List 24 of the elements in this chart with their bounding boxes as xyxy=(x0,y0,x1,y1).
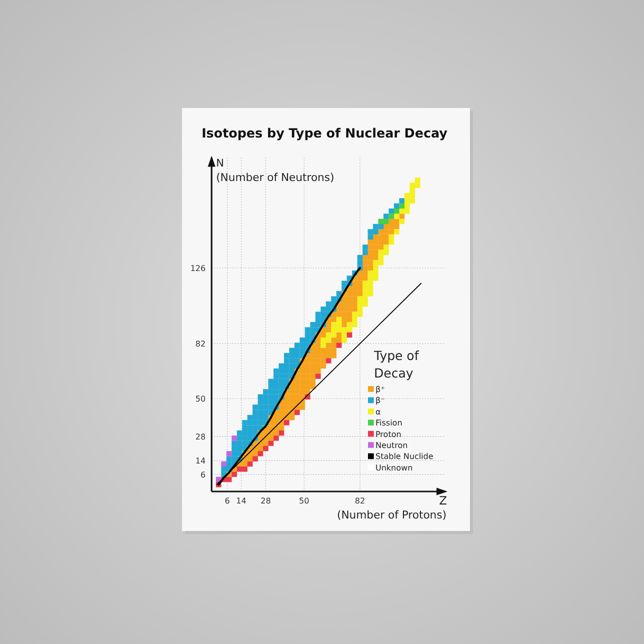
y-tick-label: 126 xyxy=(190,264,206,273)
y-axis-title: N (Number of Neutrons) xyxy=(216,157,334,184)
y-tick-label: 6 xyxy=(200,470,206,480)
y-tick-label: 82 xyxy=(195,340,206,349)
legend-label: Stable Nuclide xyxy=(376,452,434,462)
legend-label: β⁻ xyxy=(376,396,385,406)
x-tick-label: 6 xyxy=(224,496,230,506)
x-tick-label: 14 xyxy=(236,496,246,506)
legend-label: Proton xyxy=(376,430,402,439)
y-tick-label: 14 xyxy=(195,456,206,466)
legend-label: Unknown xyxy=(376,463,413,472)
x-tick-label: 82 xyxy=(354,496,366,506)
legend-label: Neutron xyxy=(376,441,408,450)
legend-title: Type of Decay xyxy=(373,348,420,380)
legend-label: β⁺ xyxy=(376,385,385,394)
x-tick-label: 50 xyxy=(299,496,310,506)
x-tick-label: 28 xyxy=(260,496,271,506)
y-tick-label: 28 xyxy=(195,432,206,442)
y-tick-label: 50 xyxy=(195,394,206,404)
chart-title: Isotopes by Type of Nuclear Decay xyxy=(202,126,448,140)
x-axis-title: (Number of Protons) xyxy=(336,508,446,522)
legend-label: Fission xyxy=(376,418,402,428)
legend-label: α xyxy=(376,407,381,416)
text: Z xyxy=(439,494,448,508)
